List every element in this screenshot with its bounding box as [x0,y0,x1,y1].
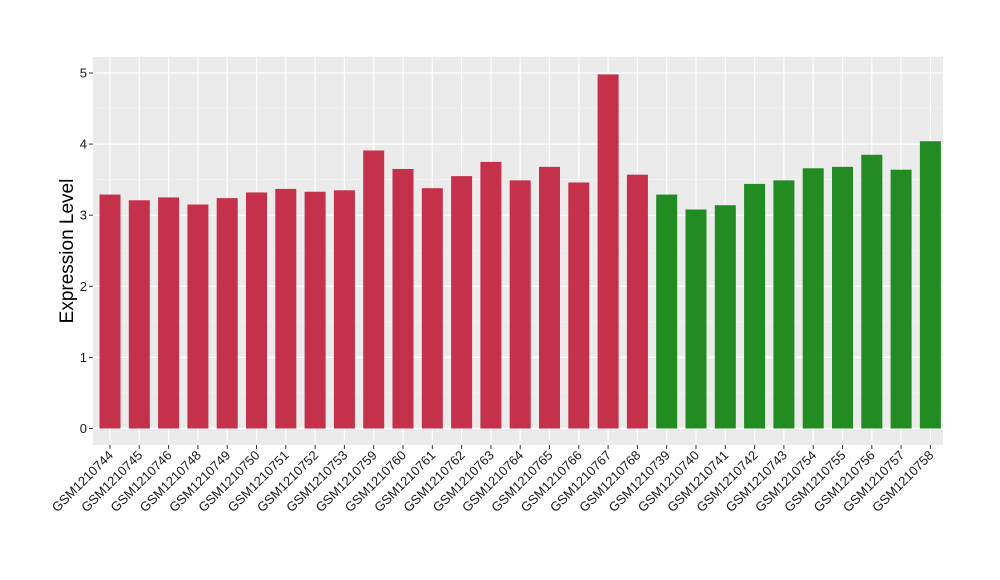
bar-GSM1210756 [861,154,883,429]
y-tick-label: 3 [80,208,87,223]
bar-GSM1210765 [539,166,560,429]
bar-GSM1210740 [685,209,707,429]
bar-GSM1210752 [304,191,326,429]
bar-GSM1210764 [509,180,531,429]
bar-GSM1210753 [333,190,355,429]
bar-GSM1210744 [99,194,121,429]
bar-GSM1210767 [597,74,619,429]
bar-GSM1210750 [246,192,267,429]
bar-GSM1210766 [568,182,590,429]
bar-GSM1210743 [773,180,795,429]
y-axis-title: Expression Level [57,179,78,324]
bar-GSM1210751 [275,188,297,429]
bar-GSM1210755 [832,166,853,429]
bar-GSM1210759 [363,150,385,429]
bar-GSM1210749 [216,198,238,429]
bar-GSM1210762 [451,176,473,429]
bar-GSM1210748 [187,204,209,429]
bar-GSM1210754 [802,168,824,429]
bar-GSM1210757 [890,169,912,429]
y-tick-label: 1 [80,350,87,365]
y-tick-label: 2 [80,279,87,294]
bar-GSM1210741 [714,205,736,429]
bar-GSM1210768 [626,174,648,429]
bar-GSM1210739 [656,194,678,429]
y-tick-label: 4 [80,137,87,152]
x-axis: GSM1210744GSM1210745GSM1210746GSM1210748… [49,445,937,515]
bar-GSM1210761 [421,188,443,429]
y-axis: 0 1 2 3 4 5 [80,66,93,436]
bar-GSM1210760 [392,168,414,429]
bar-GSM1210763 [480,161,502,429]
bar-GSM1210742 [744,183,766,429]
bars [99,74,941,429]
bar-GSM1210745 [128,200,150,429]
bar-GSM1210746 [158,197,180,429]
bar-GSM1210758 [919,141,941,429]
y-tick-label: 5 [80,66,87,81]
y-tick-label: 0 [80,421,87,436]
